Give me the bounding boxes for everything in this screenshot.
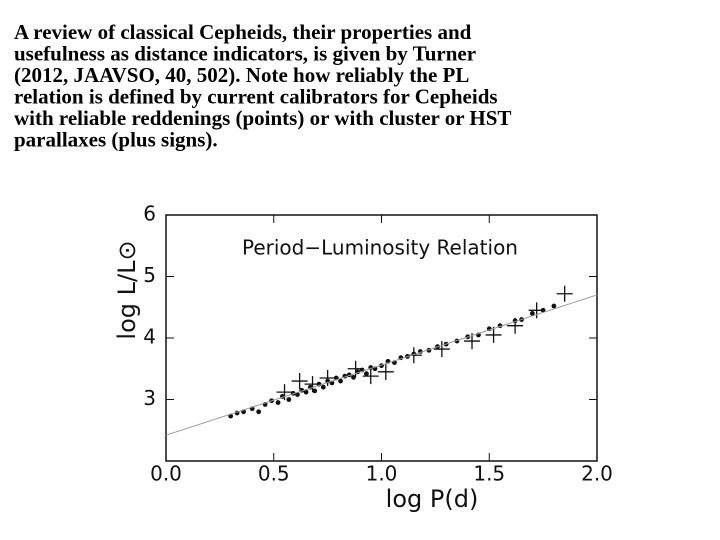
x-tick-label: 0.0 <box>150 462 182 486</box>
plus-point <box>556 285 573 302</box>
plus-point <box>377 363 394 380</box>
dot-point <box>286 397 292 402</box>
plus-point <box>319 369 336 386</box>
dot-point <box>351 374 356 380</box>
plus-point <box>433 341 450 358</box>
x-tick-label: 1.5 <box>473 462 505 486</box>
y-tick-label: 3 <box>143 386 156 410</box>
y-tick-label: 5 <box>143 263 156 287</box>
dot-point <box>256 409 262 415</box>
y-tick-label: 4 <box>143 325 156 349</box>
plus-point <box>528 302 545 319</box>
x-tick-label: 2.0 <box>581 462 613 486</box>
dot-point <box>275 400 281 405</box>
plus-point <box>304 376 321 393</box>
x-tick-label: 1.0 <box>366 462 398 486</box>
dot-point <box>312 388 318 394</box>
dot-point <box>529 311 535 316</box>
x-axis-label: log P(d) <box>386 485 479 513</box>
dot-point <box>303 389 309 395</box>
plus-point <box>276 384 293 401</box>
dot-point <box>320 384 326 390</box>
x-tick-label: 0.5 <box>258 462 290 486</box>
dot-point <box>295 392 300 397</box>
plus-point <box>362 368 379 385</box>
y-tick-label: 6 <box>143 202 156 226</box>
fit-line <box>165 294 598 436</box>
y-axis-label: log L/L⊙ <box>113 240 141 339</box>
text-line: parallaxes (plus signs). <box>14 128 218 152</box>
dot-point <box>364 371 369 377</box>
text-line: A review of classical Cepheids, their pr… <box>14 20 472 44</box>
dot-point <box>551 303 557 309</box>
plus-point <box>507 317 524 334</box>
text-line: (2012, JAAVSO, 40, 502). Note how reliab… <box>14 63 469 87</box>
plus-point <box>291 373 308 390</box>
annotation: Period−Luminosity Relation <box>242 236 518 260</box>
plus-point <box>485 326 502 343</box>
text-line: usefulness as distance indicators, is gi… <box>14 42 476 66</box>
paragraph: A review of classical Cepheids, their pr… <box>14 20 511 152</box>
text-line: relation is defined by current calibrato… <box>14 85 498 109</box>
plus-point <box>405 347 422 364</box>
dot-point <box>338 378 343 384</box>
text-line: with reliable reddenings (points) or wit… <box>14 106 511 130</box>
plus-point <box>347 360 364 377</box>
